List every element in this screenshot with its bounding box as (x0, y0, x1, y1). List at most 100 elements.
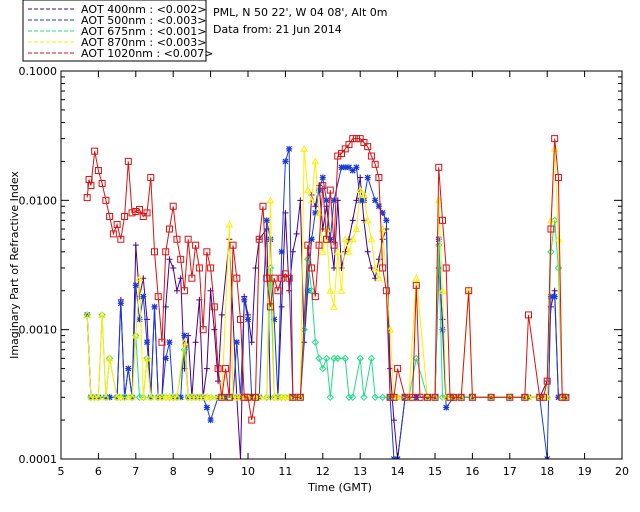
data-point-1-93 (555, 394, 562, 401)
data-point-3-58 (337, 286, 346, 294)
data-point-3-11 (131, 331, 140, 339)
data-point-4-55 (285, 274, 293, 282)
data-point-1-62 (345, 164, 352, 171)
data-point-1-5 (106, 394, 113, 401)
data-point-3-24 (188, 393, 196, 401)
data-point-4-64 (326, 186, 334, 194)
data-point-4-103 (543, 377, 551, 385)
legend-entry-1020: AOT 1020nm : <0.007> (28, 47, 214, 60)
data-point-4-24 (169, 202, 177, 210)
x-tick-label-12: 17 (503, 465, 517, 478)
data-point-4-51 (270, 274, 278, 282)
data-point-3-60 (345, 247, 353, 255)
data-point-3-42 (274, 393, 282, 401)
data-point-4-35 (210, 303, 218, 311)
data-point-3-7 (113, 393, 121, 401)
data-point-2-57 (334, 354, 342, 363)
data-point-4-69 (345, 141, 353, 149)
data-point-1-55 (316, 187, 323, 194)
data-point-3-1 (87, 393, 95, 401)
data-point-1-57 (323, 197, 330, 204)
data-point-1-61 (342, 164, 349, 171)
data-point-1-38 (241, 296, 248, 303)
data-point-1-31 (207, 417, 214, 424)
data-point-3-78 (438, 286, 447, 294)
data-point-4-2 (87, 182, 95, 190)
data-point-4-47 (255, 235, 263, 243)
data-point-3-14 (143, 354, 151, 362)
data-point-3-63 (356, 186, 365, 194)
data-point-4-68 (341, 145, 349, 153)
data-point-4-99 (521, 393, 529, 401)
data-point-4-82 (394, 365, 402, 373)
data-point-4-84 (409, 393, 417, 401)
data-point-2-53 (319, 364, 327, 373)
data-point-4-54 (281, 270, 289, 278)
data-point-1-45 (271, 316, 278, 323)
data-point-2-22 (180, 345, 189, 354)
data-point-1-63 (349, 167, 356, 174)
x-tick-label-0: 5 (58, 465, 65, 478)
data-point-3-91 (550, 144, 559, 152)
data-point-4-94 (457, 393, 465, 401)
data-point-4-23 (165, 225, 173, 233)
data-point-1-47 (278, 248, 285, 255)
data-point-3-40 (266, 196, 275, 204)
data-point-4-92 (446, 393, 454, 401)
data-point-4-57 (296, 393, 304, 401)
data-point-3-55 (326, 286, 335, 294)
data-point-3-66 (367, 235, 376, 243)
data-point-4-53 (278, 274, 286, 282)
data-point-3-10 (128, 393, 136, 401)
legend-entry-675: AOT 675nm : <0.001> (28, 25, 207, 38)
data-point-3-77 (434, 196, 443, 204)
legend: AOT 400nm : <0.002> AOT 500nm : <0.003> … (22, 0, 214, 62)
data-point-4-73 (360, 139, 368, 147)
data-point-4-15 (136, 205, 144, 213)
data-point-3-0 (83, 310, 92, 318)
data-point-0-64 (349, 217, 356, 224)
data-point-3-79 (442, 393, 451, 401)
y-tick-label-1: 0.0010 (19, 324, 58, 337)
data-point-3-48 (300, 144, 308, 152)
data-point-1-19 (162, 355, 169, 362)
data-point-4-11 (121, 212, 129, 220)
data-point-4-17 (143, 209, 151, 217)
x-tick-label-5: 10 (241, 465, 255, 478)
data-point-4-39 (225, 393, 233, 401)
data-point-4-6 (102, 196, 110, 204)
data-point-4-14 (132, 207, 140, 215)
data-point-0-54 (312, 203, 319, 210)
y-axis-title: Imaginary Part of Refractive Index (8, 171, 21, 359)
data-point-2-40 (266, 264, 275, 272)
x-tick-label-2: 7 (132, 465, 139, 478)
data-point-1-52 (304, 287, 311, 294)
x-tick-label-7: 12 (316, 465, 330, 478)
data-point-3-32 (225, 220, 234, 228)
data-point-3-19 (165, 393, 174, 401)
data-point-1-60 (338, 164, 345, 171)
legend-label-500: AOT 500nm : <0.003> (81, 14, 207, 27)
data-point-3-20 (169, 393, 178, 401)
data-point-3-43 (277, 393, 286, 401)
legend-label-400: AOT 400nm : <0.002> (81, 3, 207, 16)
data-point-4-44 (244, 393, 252, 401)
data-point-2-54 (322, 354, 331, 363)
data-point-1-13 (140, 293, 147, 300)
data-point-1-92 (551, 293, 558, 300)
data-point-0-71 (375, 256, 382, 263)
data-point-3-74 (412, 274, 421, 282)
data-point-3-49 (303, 186, 312, 194)
y-tick-label-0: 0.0001 (19, 453, 58, 466)
data-point-2-48 (300, 325, 308, 334)
data-point-1-48 (282, 158, 289, 165)
data-point-2-64 (371, 393, 379, 401)
series-3 (83, 144, 570, 401)
data-point-3-64 (360, 190, 368, 198)
data-point-3-26 (195, 393, 204, 401)
legend-entry-870: AOT 870nm : <0.003> (28, 36, 207, 49)
chart-title-date: Data from: 21 Jun 2014 (213, 23, 342, 36)
data-point-1-76 (413, 394, 420, 401)
legend-label-675: AOT 675nm : <0.001> (81, 25, 207, 38)
data-point-4-18 (147, 174, 155, 182)
